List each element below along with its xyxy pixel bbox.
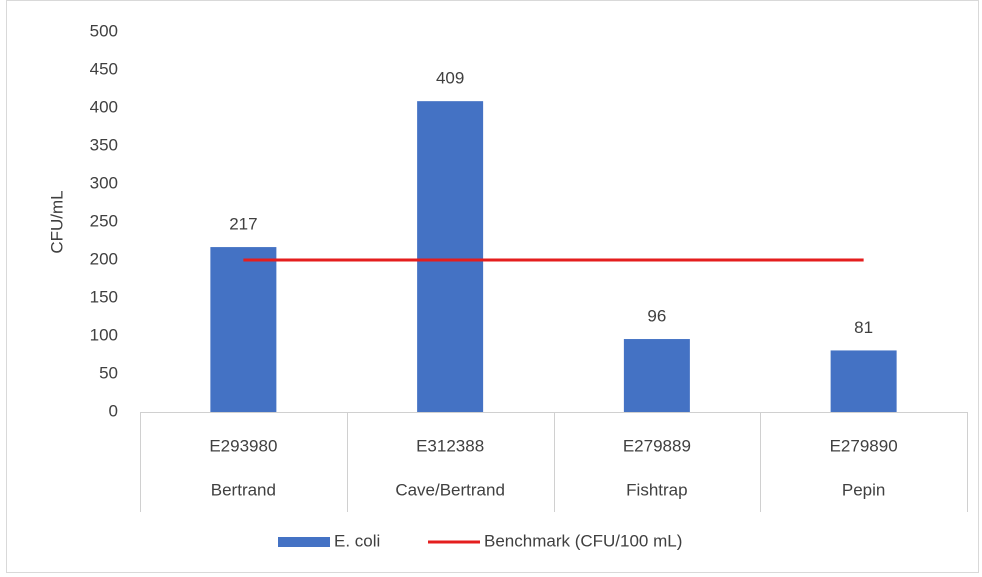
data-label: 81 — [854, 318, 873, 337]
y-tick-label: 400 — [90, 97, 118, 116]
data-label: 217 — [229, 215, 257, 234]
bar — [210, 247, 277, 412]
data-label: 96 — [647, 307, 666, 326]
y-tick-label: 350 — [90, 135, 118, 154]
x-tick-label: E279889 — [623, 436, 691, 455]
x-tick-label: E312388 — [416, 436, 484, 455]
y-tick-label: 450 — [90, 59, 118, 78]
chart-border — [6, 0, 979, 573]
y-tick-label: 50 — [99, 363, 118, 382]
bar — [417, 101, 484, 412]
y-tick-label: 300 — [90, 173, 118, 192]
x-group-label: Cave/Bertrand — [395, 480, 505, 499]
bar — [623, 339, 690, 412]
legend-swatch — [278, 537, 330, 547]
x-tick-label: E279890 — [830, 436, 898, 455]
bar — [830, 350, 897, 412]
y-axis-label: CFU/mL — [47, 190, 66, 253]
legend-label: Benchmark (CFU/100 mL) — [484, 531, 682, 550]
y-tick-label: 150 — [90, 287, 118, 306]
y-tick-label: 200 — [90, 249, 118, 268]
y-tick-label: 250 — [90, 211, 118, 230]
y-tick-label: 100 — [90, 325, 118, 344]
x-group-label: Bertrand — [211, 480, 276, 499]
y-tick-label: 0 — [109, 401, 118, 420]
x-tick-label: E293980 — [209, 436, 277, 455]
legend-label: E. coli — [334, 531, 380, 550]
y-tick-label: 500 — [90, 21, 118, 40]
data-label: 409 — [436, 69, 464, 88]
x-group-label: Pepin — [842, 480, 885, 499]
x-group-label: Fishtrap — [626, 480, 687, 499]
